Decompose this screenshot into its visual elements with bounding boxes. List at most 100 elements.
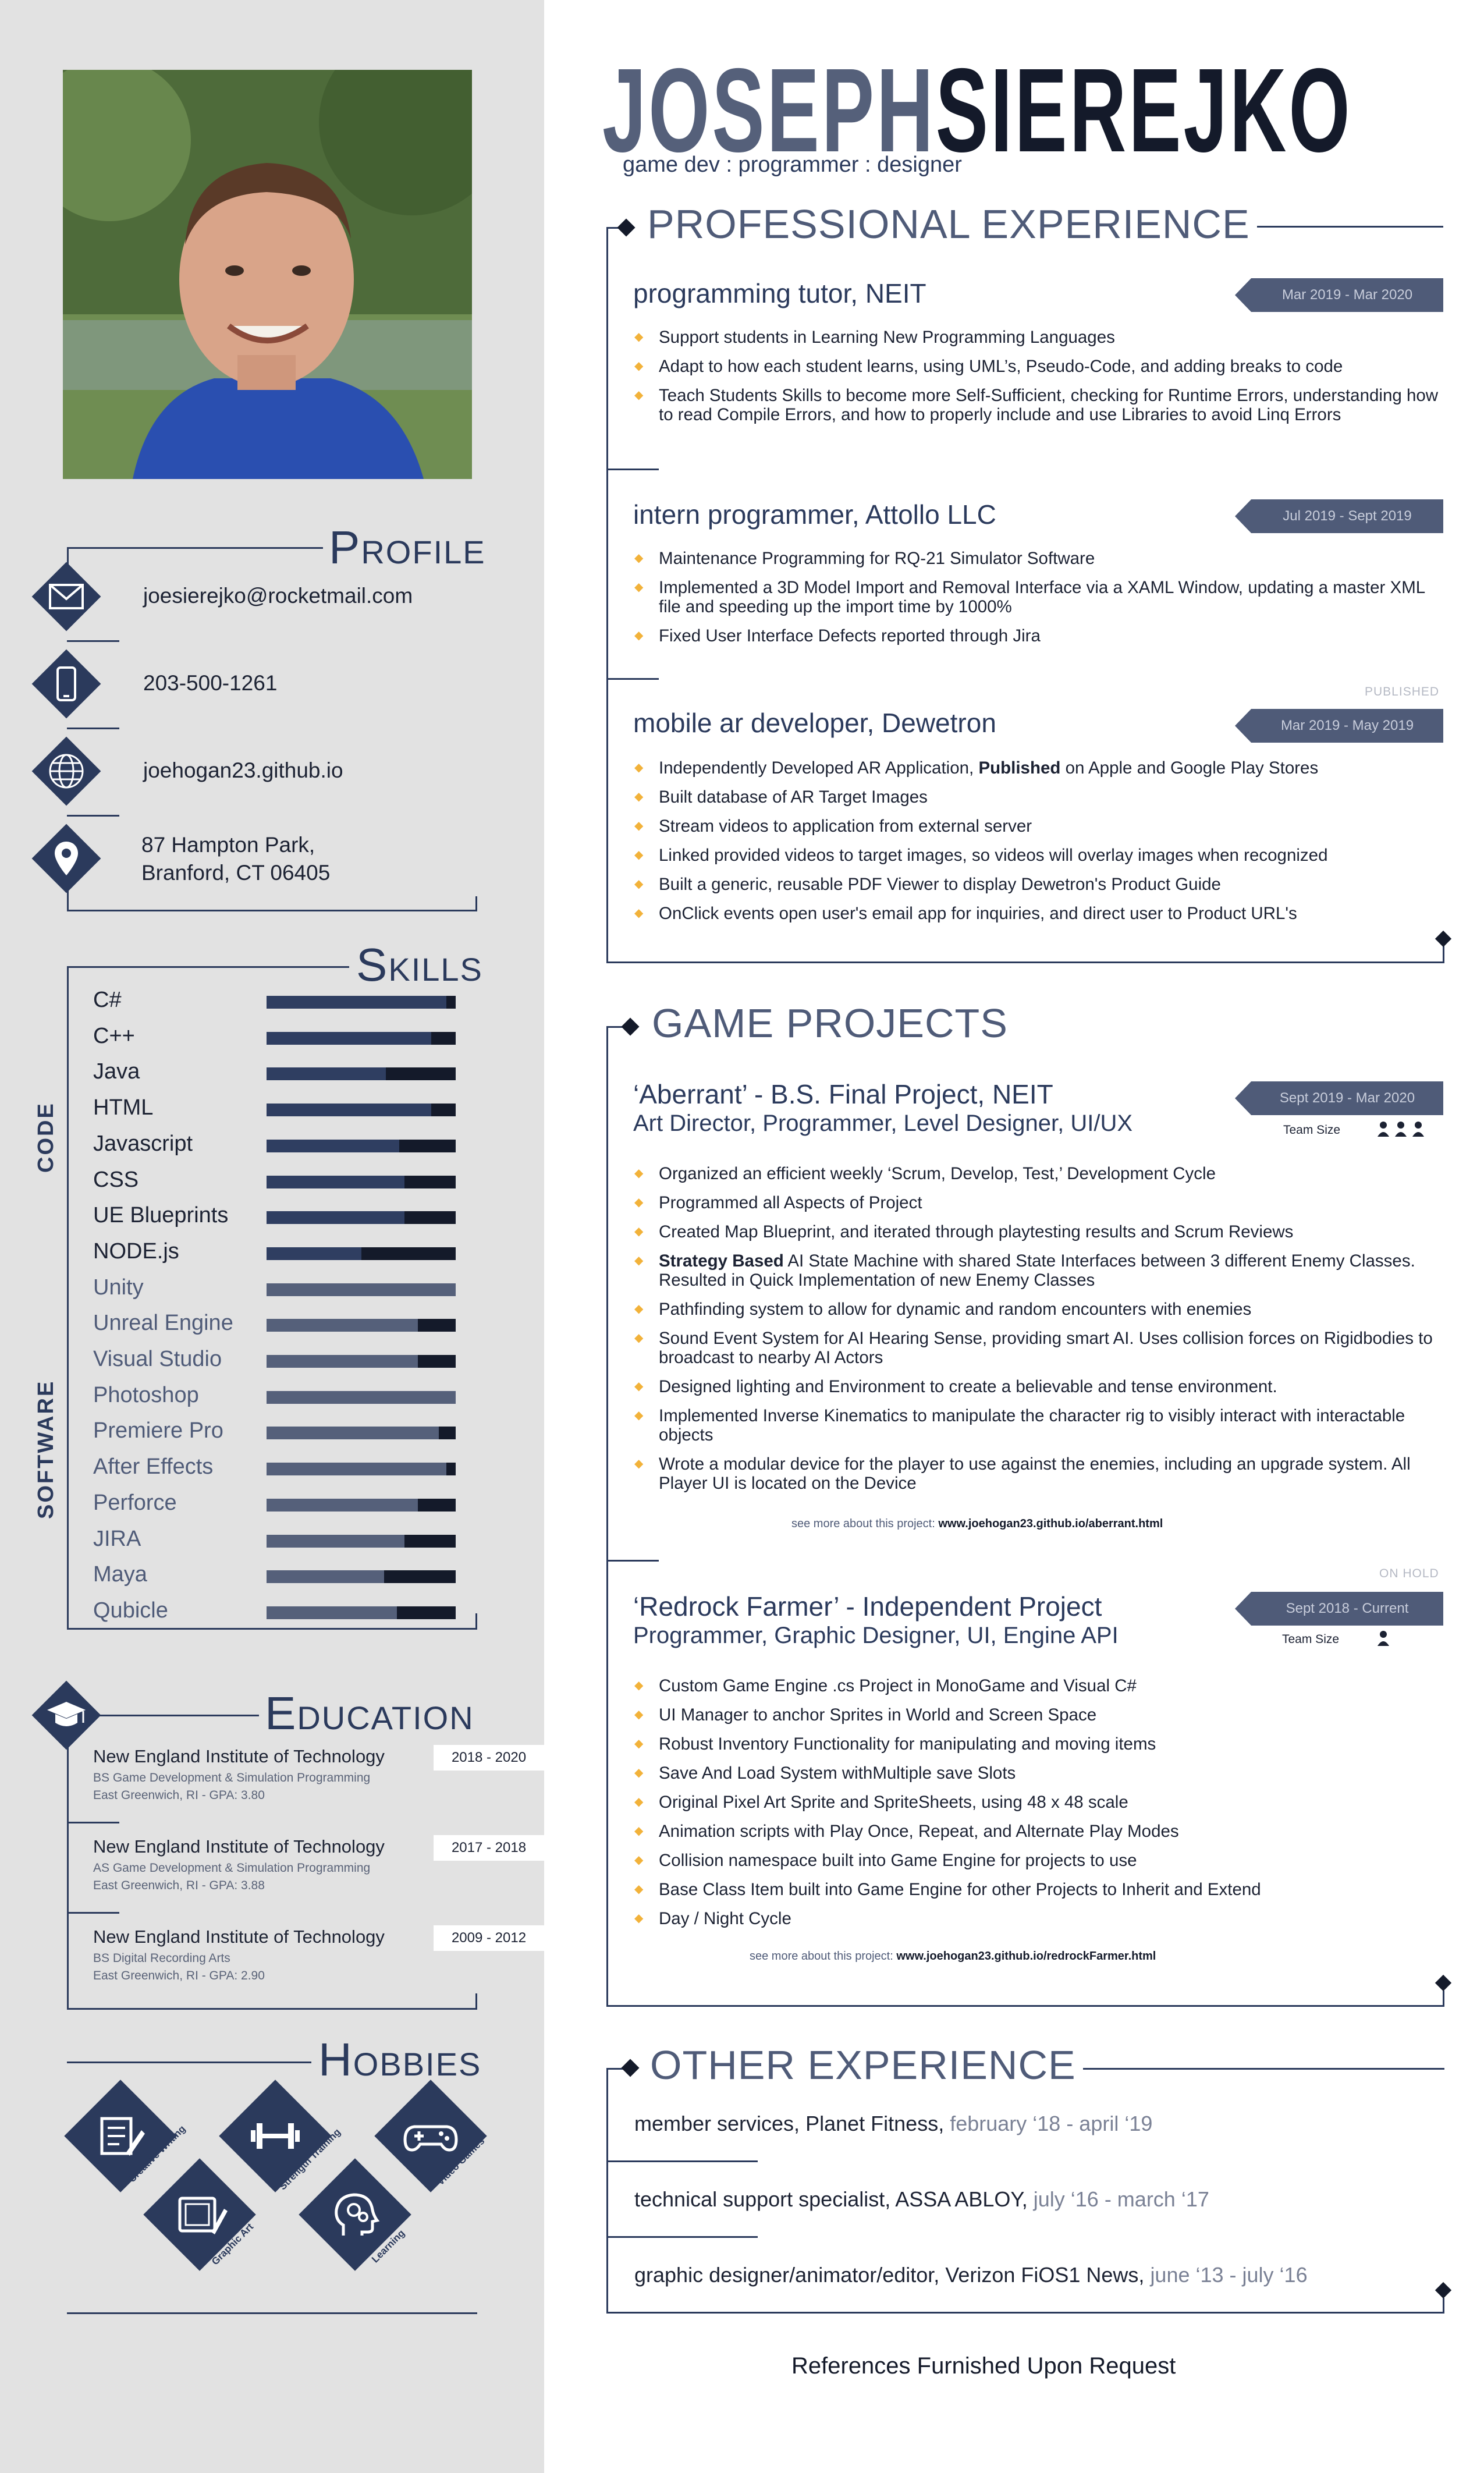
skill-bar-fill — [267, 1175, 405, 1188]
skill-bar — [267, 1463, 456, 1476]
name-heading: JOSEPHSIEREJKO — [602, 51, 1350, 170]
project-title: ‘Aberrant’ - B.S. Final Project, NEIT — [633, 1079, 1053, 1109]
team-size-label: Team Size — [1282, 1633, 1340, 1646]
school-name: New England Institute of Technology — [93, 1926, 385, 1947]
school-location: East Greenwich, RI - GPA: 3.88 — [93, 1879, 265, 1892]
skill-name: Visual Studio — [93, 1347, 222, 1371]
hobby-creative-writing: Creative Writing — [64, 2080, 187, 2192]
skill-bar-fill — [267, 1390, 456, 1404]
skill-name: C# — [93, 988, 122, 1012]
date-tag: Mar 2019 - May 2019 — [1235, 709, 1443, 743]
skill-bar — [267, 1031, 456, 1045]
other-experience-item: technical support specialist, ASSA ABLOY… — [634, 2187, 1209, 2211]
project-title: ‘Redrock Farmer’ - Independent Project — [633, 1591, 1102, 1622]
skill-bar-fill — [267, 1570, 384, 1584]
last-name: SIEREJKO — [935, 44, 1352, 177]
project-roles: Art Director, Programmer, Level Designer… — [633, 1110, 1133, 1136]
job-bullets: Support students in Learning New Program… — [634, 328, 1449, 434]
skill-bar — [267, 1355, 456, 1368]
education-divider — [67, 1912, 119, 1914]
skill-bar-fill — [267, 1498, 418, 1512]
job-title: mobile ar developer, Dewetron — [633, 708, 996, 738]
on-hold-tag: ON HOLD — [1379, 1567, 1439, 1580]
job-title: intern programmer, Attollo LLC — [633, 499, 996, 530]
skill-name: Maya — [93, 1562, 147, 1587]
dumbbell-icon — [251, 2123, 300, 2149]
school-location: East Greenwich, RI - GPA: 3.80 — [93, 1789, 265, 1802]
published-tag: PUBLISHED — [1365, 685, 1440, 698]
school-name: New England Institute of Technology — [93, 1836, 385, 1857]
degree: AS Game Development & Simulation Program… — [93, 1861, 371, 1875]
hobbies-heading: HOBBIES — [318, 2034, 482, 2085]
education-years: 2018 - 2020 — [434, 1745, 544, 1771]
education-heading: EDUCATION — [265, 1687, 474, 1739]
skill-name: Java — [93, 1059, 140, 1084]
skill-name: NODE.js — [93, 1239, 179, 1264]
skill-name: Perforce — [93, 1490, 177, 1515]
skill-name: After Effects — [93, 1454, 214, 1479]
skill-name: Unity — [93, 1275, 144, 1300]
projects-heading: GAME PROJECTS — [645, 1000, 1015, 1046]
location-pin-icon — [31, 824, 101, 893]
skill-bar — [267, 1211, 456, 1225]
skill-bar — [267, 1175, 456, 1188]
profile-heading: PROFILE — [329, 521, 486, 573]
website-text[interactable]: joehogan23.github.io — [143, 758, 343, 782]
skill-name: JIRA — [93, 1526, 141, 1551]
skill-name: UE Blueprints — [93, 1203, 229, 1228]
brain-gears-icon — [335, 2193, 380, 2236]
skill-name: CSS — [93, 1167, 139, 1192]
skill-bar-fill — [267, 1104, 431, 1117]
skill-bar-fill — [267, 1319, 418, 1332]
phone-text[interactable]: 203-500-1261 — [143, 671, 278, 695]
school-location: East Greenwich, RI - GPA: 2.90 — [93, 1969, 265, 1982]
job-title: programming tutor, NEIT — [633, 278, 926, 308]
graduation-cap-icon — [31, 1680, 101, 1750]
skill-bar-fill — [267, 1283, 456, 1296]
gamepad-icon — [403, 2125, 458, 2152]
person-icon — [1378, 1631, 1389, 1646]
skill-bar — [267, 1570, 456, 1584]
other-experience-item: graphic designer/animator/editor, Verizo… — [634, 2263, 1308, 2287]
skill-bar-fill — [267, 1606, 397, 1619]
profile-photo — [63, 70, 472, 479]
education-years: 2009 - 2012 — [434, 1925, 544, 1951]
references-note: References Furnished Upon Request — [791, 2353, 1176, 2379]
writing-icon — [100, 2117, 145, 2156]
see-more-link[interactable]: see more about this project: www.joehoga… — [791, 1517, 1163, 1530]
date-tag: Sept 2019 - Mar 2020 — [1235, 1081, 1443, 1115]
team-size-icons — [1378, 1122, 1424, 1137]
school-name: New England Institute of Technology — [93, 1746, 385, 1766]
see-more-link[interactable]: see more about this project: www.joehoga… — [750, 1950, 1156, 1963]
hobby-video-games: Video Games — [374, 2080, 487, 2192]
email-text[interactable]: joesierejko@rocketmail.com — [143, 584, 413, 608]
job-bullets: Maintenance Programming for RQ-21 Simula… — [634, 549, 1449, 655]
skill-bar — [267, 1247, 456, 1260]
skill-name: Photoshop — [93, 1382, 199, 1407]
hobby-strength-training: Strength Training — [219, 2080, 343, 2192]
phone-icon — [31, 649, 101, 719]
degree: BS Game Development & Simulation Program… — [93, 1771, 371, 1784]
skill-name: C++ — [93, 1023, 135, 1048]
skill-name: Premiere Pro — [93, 1418, 223, 1443]
skill-name: Qubicle — [93, 1598, 168, 1623]
other-experience-heading: OTHER EXPERIENCE — [643, 2042, 1083, 2088]
skill-bar — [267, 1104, 456, 1117]
hobby-learning: Learning — [299, 2158, 411, 2271]
skill-name: HTML — [93, 1095, 154, 1120]
other-experience-item: member services, Planet Fitness, februar… — [634, 2112, 1153, 2135]
skill-bar — [267, 996, 456, 1009]
globe-icon — [31, 736, 101, 806]
skill-bar — [267, 1139, 456, 1152]
skill-bar-fill — [267, 1067, 386, 1081]
skill-name: Unreal Engine — [93, 1311, 233, 1336]
education-years: 2017 - 2018 — [434, 1835, 544, 1861]
team-size-label: Team Size — [1283, 1123, 1341, 1137]
project-roles: Programmer, Graphic Designer, UI, Engine… — [633, 1623, 1119, 1648]
job-bullets: Independently Developed AR Application, … — [634, 758, 1449, 933]
date-tag: Jul 2019 - Sept 2019 — [1235, 499, 1443, 533]
skill-bar — [267, 1283, 456, 1296]
experience-heading: PROFESSIONAL EXPERIENCE — [640, 201, 1257, 247]
skill-bar — [267, 1606, 456, 1619]
first-name: JOSEPH — [602, 44, 936, 177]
